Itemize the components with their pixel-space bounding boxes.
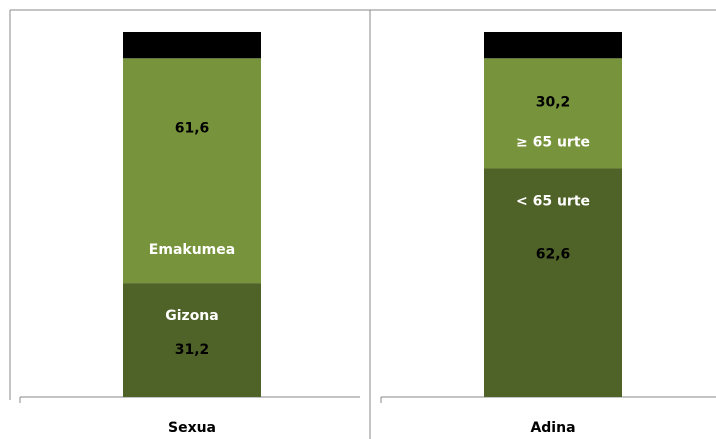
data-label: 31,2: [175, 342, 210, 358]
x-tick-label: Sexua: [168, 420, 216, 436]
bar-segment: [123, 58, 261, 284]
segment-name: Gizona: [165, 308, 218, 324]
data-label: 62,6: [536, 247, 571, 263]
x-tick-label: Adina: [530, 420, 575, 436]
bar-segment: [123, 32, 261, 59]
bar-segment: [123, 283, 261, 397]
bar-segment: [484, 58, 622, 169]
segment-name: < 65 urte: [516, 194, 590, 210]
data-label: 30,2: [536, 94, 571, 110]
segment-name: ≥ 65 urte: [516, 135, 590, 151]
segment-name: Emakumea: [149, 242, 235, 258]
bar-segment: [484, 32, 622, 59]
data-label: 61,6: [175, 120, 210, 136]
bar-segment: [484, 168, 622, 397]
